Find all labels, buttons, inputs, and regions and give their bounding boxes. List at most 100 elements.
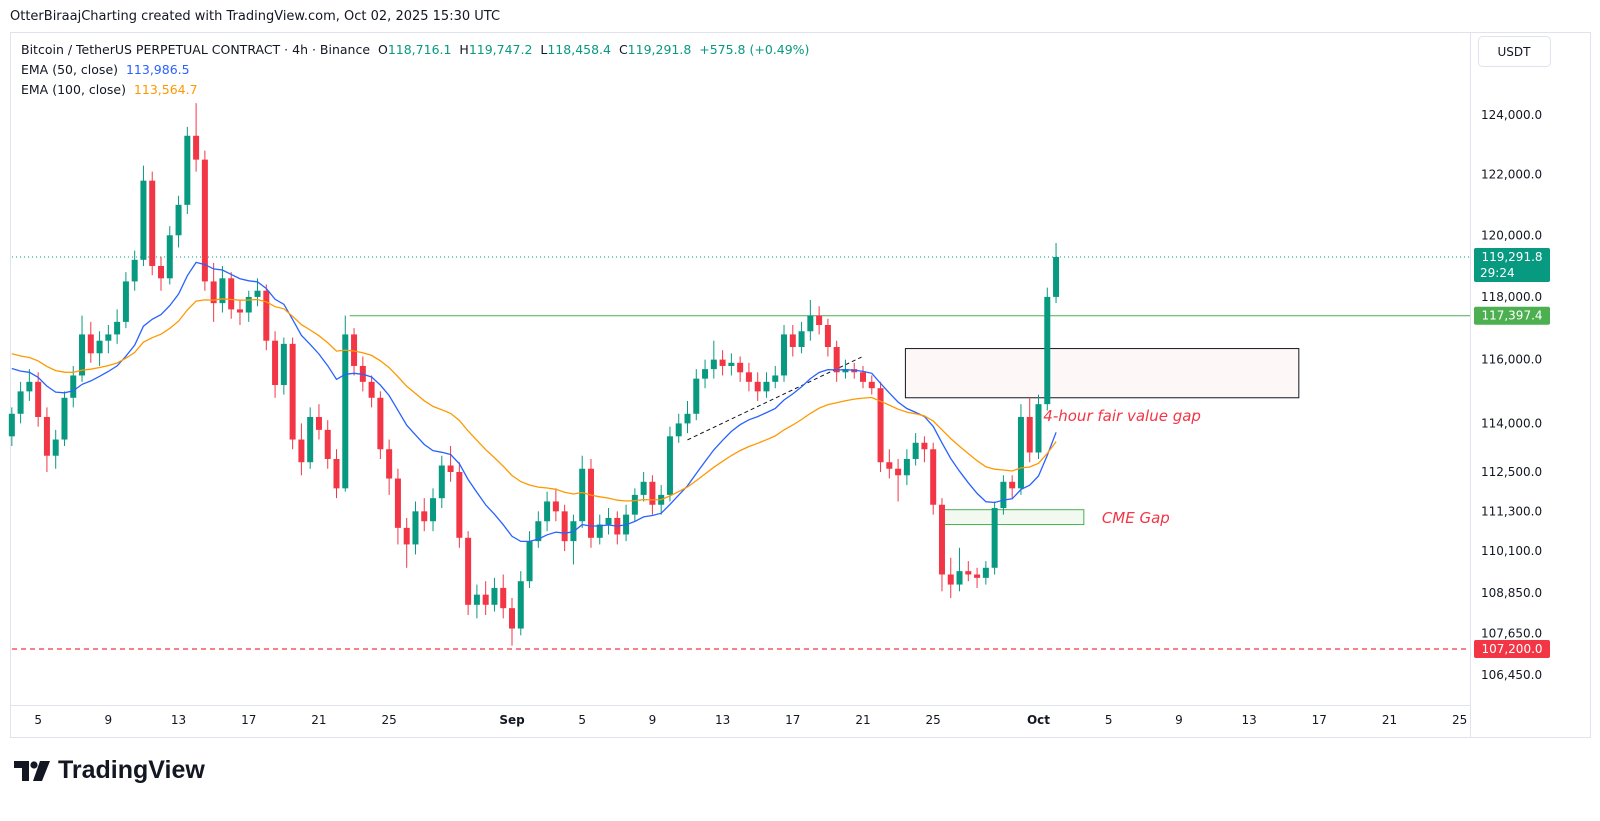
candle-body [500,587,507,609]
candle-body [1009,481,1016,489]
candle-body [860,372,866,382]
candle-body [184,135,191,205]
candle-body [903,458,910,476]
cme-gap-zone [942,509,1085,526]
candle-body [351,334,358,366]
candle-body [43,416,50,456]
change-value: +575.8 (+0.49%) [699,42,810,57]
time-tick-label: 5 [1105,713,1113,727]
candle-body [596,524,603,538]
candle-body [333,458,340,489]
price-tick-label: 120,000.0 [1481,228,1542,242]
candle-body [456,472,463,538]
candle-body [210,281,217,304]
candle-body [438,465,445,499]
ema50-row[interactable]: EMA (50, close) 113,986.5 [21,60,809,80]
fair-value-gap-label: 4-hour fair value gap [1043,407,1201,425]
candle-body [412,511,419,545]
price-tick-label: 118,000.0 [1481,290,1542,304]
candle-body [377,397,384,450]
candle-body [79,334,86,376]
candle-body [938,504,945,575]
candle-body [631,494,638,515]
candle-body [1035,404,1042,453]
candle-body [465,537,472,605]
candle-body [912,442,919,459]
candle-body [754,381,761,392]
symbol-title[interactable]: Bitcoin / TetherUS PERPETUAL CONTRACT · … [21,42,371,57]
time-tick-label: 5 [578,713,586,727]
chart-legend: Bitcoin / TetherUS PERPETUAL CONTRACT · … [21,40,809,100]
candle-body [833,346,840,373]
time-tick-label: 21 [1382,713,1397,727]
candle-body [70,375,77,398]
last-price-badge [1474,247,1550,282]
candle-body [991,508,998,568]
candle-body [114,321,121,335]
candle-body [666,436,673,495]
candle-body [105,334,112,341]
candle-body [579,468,586,522]
close-label: C [618,42,628,57]
ema50-line [11,261,1057,543]
candle-body [26,381,33,392]
support-badge [1474,640,1550,659]
support-badge-label: 107,200.0 [1481,642,1542,656]
time-tick-label: 5 [34,713,42,727]
time-tick-label: 25 [926,713,941,727]
candle-body [386,449,393,479]
candle-body [745,372,752,382]
time-tick-label: 9 [105,713,113,727]
currency-button[interactable] [1478,36,1551,67]
ema100-line [11,298,1057,502]
candle-body [719,359,726,366]
candle-body [693,378,700,414]
candle-body [193,135,200,160]
candle-body [824,325,831,347]
chart-credit: OtterBiraajCharting created with Trading… [10,9,501,24]
candle-body [930,449,937,505]
candle-body [816,315,823,326]
low-value: 118,458.4 [547,42,611,57]
candle-body [649,481,656,505]
price-tick-label: 112,500.0 [1481,465,1542,479]
candle-body [544,501,551,522]
time-tick-label: 21 [311,713,326,727]
chart-frame [10,32,1591,738]
candle-body [1044,296,1051,405]
price-tick-label: 110,100.0 [1481,544,1542,558]
time-tick-label: 17 [785,713,800,727]
candle-body [315,416,322,430]
ema100-label: EMA (100, close) [21,82,126,97]
candle-body [763,381,770,392]
resistance-badge [1474,306,1550,325]
candle-body [842,369,849,373]
candle-body [324,429,331,459]
candle-body [307,416,314,463]
high-label: H [459,42,469,57]
candle-body [535,521,542,542]
candle-body [149,180,156,266]
last-price-badge-label: 119,291.8 [1481,250,1542,264]
candle-body [131,259,138,282]
candle-body [772,375,779,382]
candle-body [61,397,68,440]
candle-body [921,442,928,450]
price-tick-label: 114,000.0 [1481,416,1542,430]
candle-body [640,481,647,495]
candle-body [789,334,796,347]
candle-body [798,331,805,347]
candle-body [868,381,875,389]
ema100-row[interactable]: EMA (100, close) 113,564.7 [21,80,809,100]
candle-body [1017,416,1024,489]
candle-body [236,309,243,313]
candle-body [403,527,410,545]
candle-body [272,340,279,386]
candle-body [263,290,270,341]
price-tick-label: 108,850.0 [1481,586,1542,600]
open-value: 118,716.1 [387,42,452,57]
time-tick-label: 13 [1241,713,1256,727]
tradingview-logo[interactable]: TradingView [14,756,205,785]
candle-body [52,439,59,456]
